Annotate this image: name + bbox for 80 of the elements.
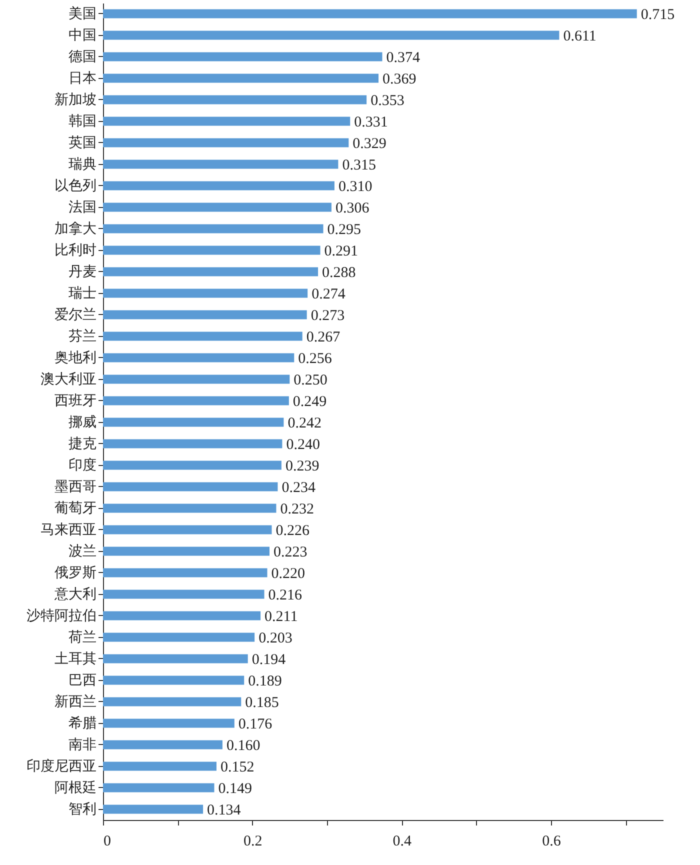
data-label: 0.194 bbox=[252, 652, 286, 668]
y-tick-label: 阿根廷 bbox=[54, 780, 96, 796]
data-label: 0.176 bbox=[238, 716, 273, 732]
data-label: 0.242 bbox=[288, 415, 322, 432]
y-tick-label: 印度尼西亚 bbox=[26, 758, 96, 774]
data-label: 0.306 bbox=[335, 200, 370, 216]
data-label: 0.369 bbox=[382, 71, 416, 88]
y-tick-label: 英国 bbox=[68, 134, 96, 151]
data-label: 0.329 bbox=[352, 136, 386, 152]
data-label: 0.310 bbox=[338, 178, 372, 195]
y-tick-label: 意大利 bbox=[54, 586, 96, 602]
y-tick-label: 韩国 bbox=[68, 113, 96, 130]
y-tick-label: 俄罗斯 bbox=[54, 564, 96, 581]
y-tick-label: 葡萄牙 bbox=[54, 500, 96, 516]
data-label: 0.189 bbox=[248, 673, 282, 690]
data-label: 0.295 bbox=[327, 222, 362, 238]
data-label: 0.134 bbox=[207, 802, 242, 818]
data-label: 0.152 bbox=[220, 759, 254, 776]
y-tick-label: 新加坡 bbox=[54, 92, 96, 108]
data-label: 0.220 bbox=[271, 566, 306, 582]
x-tick-label: 0.2 bbox=[243, 834, 262, 850]
data-label: 0.216 bbox=[268, 587, 303, 604]
y-tick-label: 以色列 bbox=[54, 178, 96, 194]
data-label: 0.353 bbox=[370, 92, 404, 109]
x-tick-label: 0.4 bbox=[392, 834, 412, 850]
data-label: 0.256 bbox=[298, 350, 332, 367]
data-label: 0.240 bbox=[286, 436, 320, 453]
data-label: 0.249 bbox=[292, 394, 327, 410]
data-label: 0.315 bbox=[342, 157, 376, 174]
y-tick-label: 墨西哥 bbox=[54, 478, 96, 495]
data-label: 0.211 bbox=[264, 608, 298, 625]
data-label: 0.226 bbox=[276, 522, 310, 539]
data-label: 0.149 bbox=[218, 780, 252, 797]
y-tick-label: 澳大利亚 bbox=[40, 371, 96, 388]
y-tick-label: 丹麦 bbox=[68, 264, 96, 280]
y-tick-label: 瑞典 bbox=[68, 156, 96, 172]
x-tick-label: 0.6 bbox=[542, 834, 562, 850]
y-tick-label: 新西兰 bbox=[54, 694, 96, 710]
data-label: 0.288 bbox=[322, 264, 356, 281]
y-tick-label: 芬兰 bbox=[68, 328, 96, 344]
y-tick-label: 瑞士 bbox=[68, 285, 96, 302]
data-label: 0.239 bbox=[285, 458, 320, 474]
y-tick-label: 美国 bbox=[68, 6, 96, 22]
y-tick-label: 希腊 bbox=[68, 715, 96, 732]
y-tick-label: 德国 bbox=[68, 48, 96, 65]
data-label: 0.234 bbox=[282, 480, 316, 496]
y-tick-label: 印度 bbox=[68, 457, 96, 474]
data-label: 0.203 bbox=[258, 630, 292, 646]
y-tick-label: 中国 bbox=[68, 27, 96, 44]
data-label: 0.291 bbox=[324, 243, 358, 260]
y-tick-label: 日本 bbox=[68, 70, 96, 86]
y-tick-label: 南非 bbox=[68, 736, 96, 753]
data-label: 0.250 bbox=[294, 372, 328, 388]
y-tick-label: 爱尔兰 bbox=[54, 306, 96, 323]
y-tick-label: 西班牙 bbox=[54, 392, 96, 409]
data-label: 0.374 bbox=[386, 50, 421, 66]
data-label: 0.160 bbox=[226, 738, 260, 754]
data-label: 0.274 bbox=[312, 286, 346, 302]
y-tick-label: 加拿大 bbox=[54, 220, 96, 237]
y-tick-label: 挪威 bbox=[68, 414, 96, 430]
y-tick-label: 波兰 bbox=[68, 543, 96, 560]
data-label: 0.185 bbox=[245, 694, 279, 711]
y-tick-label: 捷克 bbox=[68, 436, 96, 452]
y-tick-label: 马来西亚 bbox=[40, 522, 96, 538]
y-tick-label: 奥地利 bbox=[54, 350, 96, 366]
y-tick-label: 荷兰 bbox=[68, 629, 96, 646]
y-tick-label: 智利 bbox=[68, 801, 96, 818]
y-tick-label: 法国 bbox=[68, 199, 96, 216]
y-tick-label: 土耳其 bbox=[54, 650, 96, 667]
y-tick-label: 巴西 bbox=[68, 673, 96, 688]
data-label: 0.715 bbox=[640, 6, 675, 23]
data-label: 0.223 bbox=[274, 544, 308, 560]
data-label: 0.611 bbox=[563, 28, 596, 44]
x-tick-label: 0 bbox=[104, 834, 111, 850]
data-label: 0.331 bbox=[354, 114, 388, 130]
y-tick-label: 沙特阿拉伯 bbox=[26, 608, 96, 624]
y-tick-label: 比利时 bbox=[54, 242, 96, 258]
data-label: 0.232 bbox=[280, 501, 314, 518]
data-label: 0.273 bbox=[310, 308, 345, 324]
data-label: 0.267 bbox=[306, 329, 341, 346]
